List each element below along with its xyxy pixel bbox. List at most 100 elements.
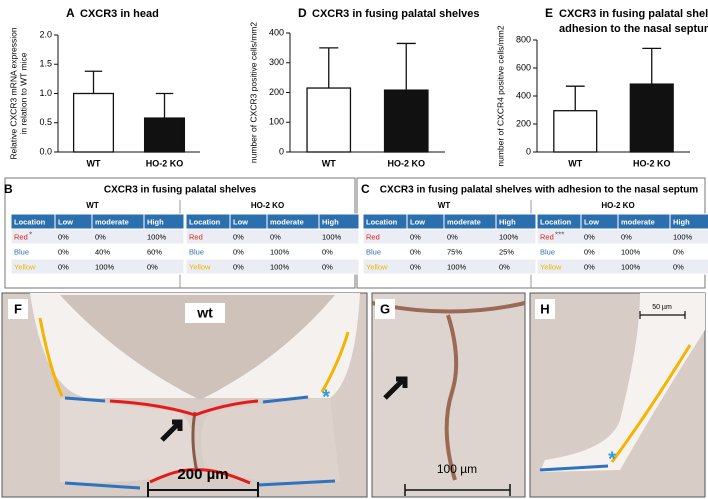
table-cell: 0% [447, 232, 458, 241]
bar [383, 89, 429, 153]
table-cell: 0% [233, 232, 244, 241]
group-name: WT [438, 201, 451, 210]
bar [143, 117, 186, 153]
table-cell: 100% [673, 232, 693, 241]
table-header: moderate [270, 217, 304, 226]
row-location: Red [540, 232, 554, 241]
y-tick-label: 300 [269, 57, 284, 67]
panel-letter: E [545, 6, 553, 20]
row-location: Yellow [540, 262, 562, 271]
bar [306, 87, 352, 153]
table-cell: 0% [673, 247, 684, 256]
y-tick-label: 1.0 [39, 88, 52, 98]
table-header: High [499, 217, 516, 226]
table-cell: 0% [584, 262, 595, 271]
table-header: moderate [621, 217, 655, 226]
y-tick-label: 0 [279, 146, 284, 156]
table-cell: 40% [95, 247, 110, 256]
micrograph-h [529, 292, 706, 498]
table-cell: 60% [147, 247, 162, 256]
chart-title: CXCR3 in fusing palatal shelves [312, 8, 480, 20]
scale-bar-label: 200 µm [177, 466, 228, 483]
y-tick-label: 200 [269, 87, 284, 97]
bar [72, 92, 115, 153]
table-header: Low [233, 217, 248, 226]
y-tick-label: 200 [516, 118, 531, 128]
x-tick-label: WT [87, 158, 101, 168]
table-cell: 0% [410, 232, 421, 241]
panel-letter: B [4, 182, 13, 196]
y-tick-label: 800 [516, 34, 531, 44]
group-name: HO-2 KO [251, 201, 284, 210]
bar [629, 83, 674, 153]
table-cell: 100% [447, 262, 467, 271]
table-row [536, 258, 708, 275]
table-header: Location [540, 217, 572, 226]
y-axis-label: in relation to WT mice [18, 52, 28, 134]
panel-letter: C [361, 182, 370, 196]
panel-letter: G [380, 301, 390, 316]
x-tick-label: HO-2 KO [633, 158, 671, 168]
table-header: High [147, 217, 164, 226]
y-tick-label: 0.5 [39, 117, 52, 127]
row-location: Blue [189, 247, 204, 256]
group-name: WT [86, 201, 99, 210]
table-cell: 100% [621, 262, 641, 271]
table-cell: 0% [322, 247, 333, 256]
table-header: moderate [447, 217, 481, 226]
table-cell: 0% [410, 247, 421, 256]
y-tick-label: 600 [516, 62, 531, 72]
row-location: Red [189, 232, 203, 241]
table-cell: 0% [58, 247, 69, 256]
y-tick-label: 100 [269, 117, 284, 127]
table-cell: 0% [499, 262, 510, 271]
y-axis-label: Relative CXCR3 mRNA expression [8, 27, 18, 160]
table-header: High [322, 217, 339, 226]
table-header: Low [58, 217, 73, 226]
asterisk: * [608, 448, 616, 470]
significance-marker: * [29, 231, 32, 240]
y-tick-label: 2.0 [39, 29, 52, 39]
table-header: Low [410, 217, 425, 226]
table-header: Location [14, 217, 46, 226]
bar [553, 110, 598, 153]
table-cell: 100% [322, 232, 342, 241]
table-cell: 0% [58, 232, 69, 241]
table-cell: 0% [584, 232, 595, 241]
table-cell: 100% [621, 247, 641, 256]
table-row [362, 258, 537, 275]
table-cell: 0% [233, 247, 244, 256]
panel-letter: F [14, 301, 22, 316]
table-header: moderate [95, 217, 129, 226]
x-tick-label: WT [322, 158, 336, 168]
table-cell: 100% [270, 262, 290, 271]
micrograph-g [371, 292, 526, 498]
table-title: CXCR3 in fusing palatal shelves with adh… [380, 185, 699, 196]
table-title: CXCR3 in fusing palatal shelves [104, 185, 257, 196]
y-tick-label: 0.0 [39, 146, 52, 156]
table-header: Location [366, 217, 398, 226]
row-location: Blue [366, 247, 381, 256]
table-cell: 0% [673, 262, 684, 271]
panel-letter: H [540, 301, 549, 316]
scale-bar-label: 100 µm [437, 462, 477, 476]
table-cell: 100% [499, 232, 519, 241]
table-row [185, 258, 360, 275]
y-axis-label: number of CXCR3 positive cells/mm2 [248, 22, 258, 164]
table-cell: 100% [270, 247, 290, 256]
significance-marker: *** [555, 231, 564, 240]
asterisk: * [322, 386, 330, 408]
group-name: HO-2 KO [601, 201, 634, 210]
table-cell: 75% [447, 247, 462, 256]
table-cell: 0% [95, 232, 106, 241]
chart-title: CXCR3 in head [80, 8, 159, 20]
table-cell: 25% [499, 247, 514, 256]
row-location: Red [366, 232, 380, 241]
y-axis-label: number of CXCR4 positive cells/mm2 [495, 25, 505, 167]
panel-letter: A [66, 6, 75, 20]
table-cell: 0% [58, 262, 69, 271]
panel-letter: D [298, 6, 307, 20]
table-header: Location [189, 217, 221, 226]
table-cell: 0% [621, 232, 632, 241]
